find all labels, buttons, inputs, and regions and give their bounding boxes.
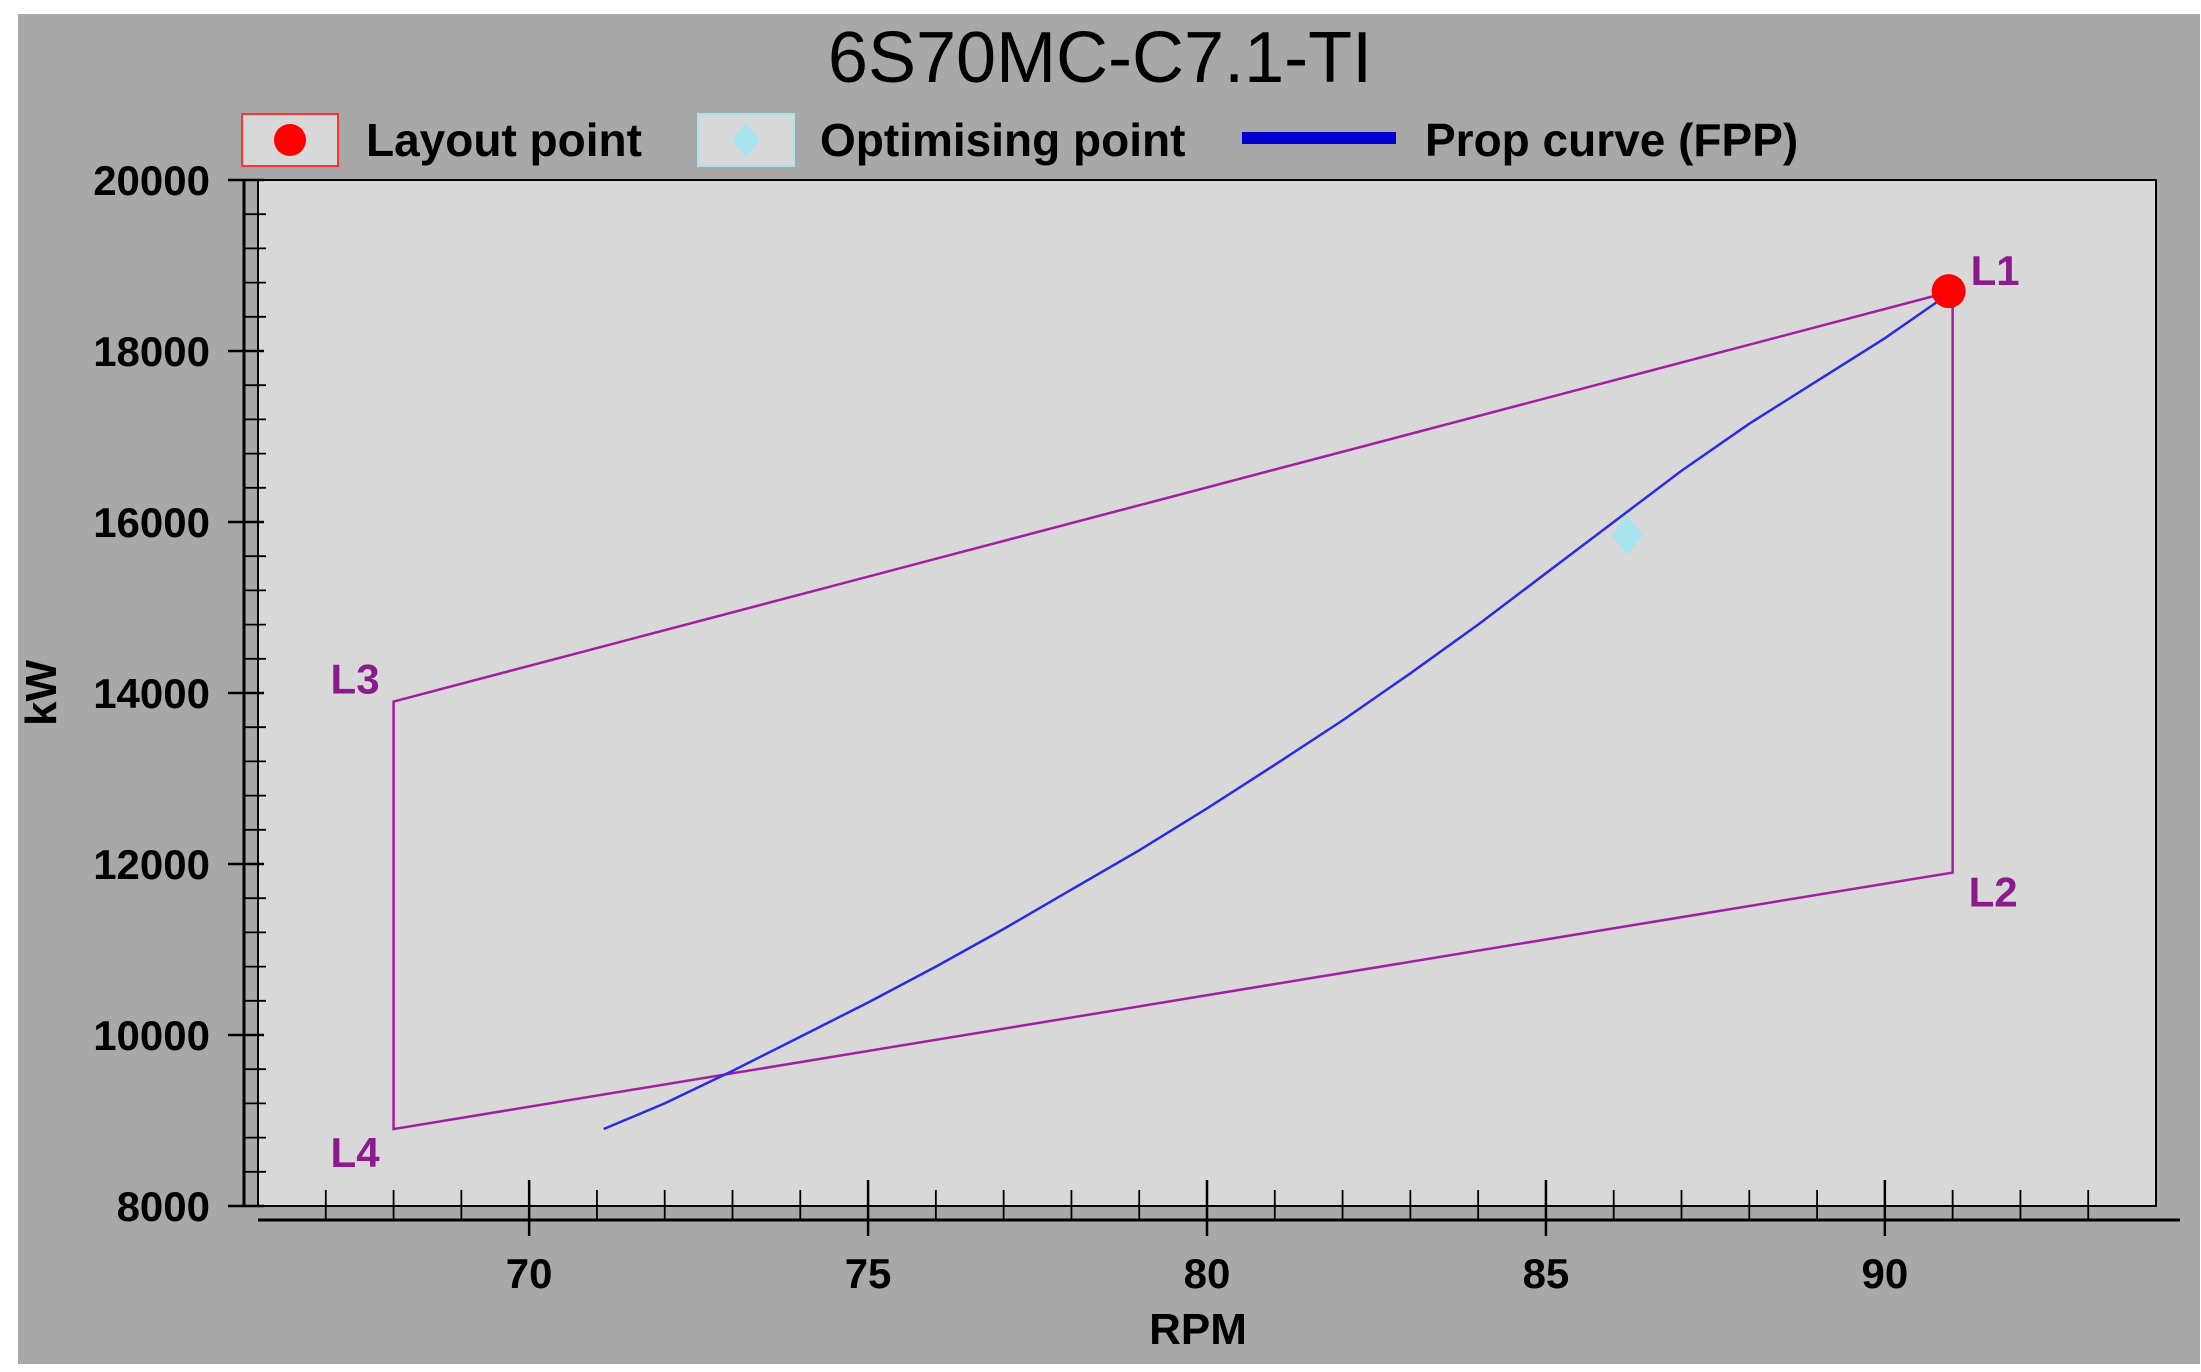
- layout-point-marker: [1931, 274, 1966, 309]
- layout-corner-label-l2: L2: [1969, 869, 2018, 916]
- y-axis-label: kW: [17, 660, 66, 726]
- legend-label-optimising-point: Optimising point: [820, 114, 1185, 166]
- x-tick-label: 90: [1861, 1250, 1908, 1297]
- plot-area: [257, 179, 2157, 1207]
- chart-title: 6S70MC-C7.1-TI: [828, 18, 1372, 98]
- legend-label-prop-curve: Prop curve (FPP): [1425, 114, 1798, 166]
- legend-item-prop-curve: Prop curve (FPP): [1242, 114, 1798, 166]
- layout-diagram-outline: [392, 289, 1954, 1131]
- y-tick-label: 10000: [93, 1012, 210, 1059]
- chart-marks: L1 L2 L4 L3: [331, 247, 2020, 1176]
- x-tick-label: 80: [1184, 1250, 1231, 1297]
- layout-corner-label-l4: L4: [331, 1129, 381, 1176]
- legend-label-layout-point: Layout point: [366, 114, 642, 166]
- legend-line-prop-curve: [1242, 132, 1396, 144]
- optimising-point-marker: [1611, 514, 1644, 555]
- layout-corner-label-l3: L3: [331, 656, 380, 703]
- chart-legend: Layout point Optimising point Prop curve…: [241, 113, 1798, 167]
- legend-item-optimising-point: Optimising point: [697, 113, 1185, 167]
- layout-point-icon: [274, 124, 306, 156]
- y-tick-label: 18000: [93, 328, 210, 375]
- y-tick-label: 14000: [93, 670, 210, 717]
- x-axis-label: RPM: [1149, 1305, 1247, 1354]
- legend-item-layout-point: Layout point: [241, 113, 642, 167]
- y-tick-label: 8000: [117, 1183, 210, 1230]
- y-tick-label: 16000: [93, 499, 210, 546]
- layout-corner-label-l1: L1: [1971, 247, 2020, 294]
- x-axis-ticks: 70 75 80 85 90: [324, 1180, 2090, 1297]
- y-tick-label: 20000: [93, 157, 210, 204]
- x-tick-label: 70: [506, 1250, 553, 1297]
- y-axis-ticks: 8000 10000 12000 14000 16000 18000 20000: [93, 157, 266, 1230]
- x-tick-label: 85: [1523, 1250, 1570, 1297]
- optimising-point-icon: [732, 122, 760, 158]
- y-tick-label: 12000: [93, 841, 210, 888]
- x-tick-label: 75: [845, 1250, 892, 1297]
- prop-curve-line: [603, 290, 1954, 1131]
